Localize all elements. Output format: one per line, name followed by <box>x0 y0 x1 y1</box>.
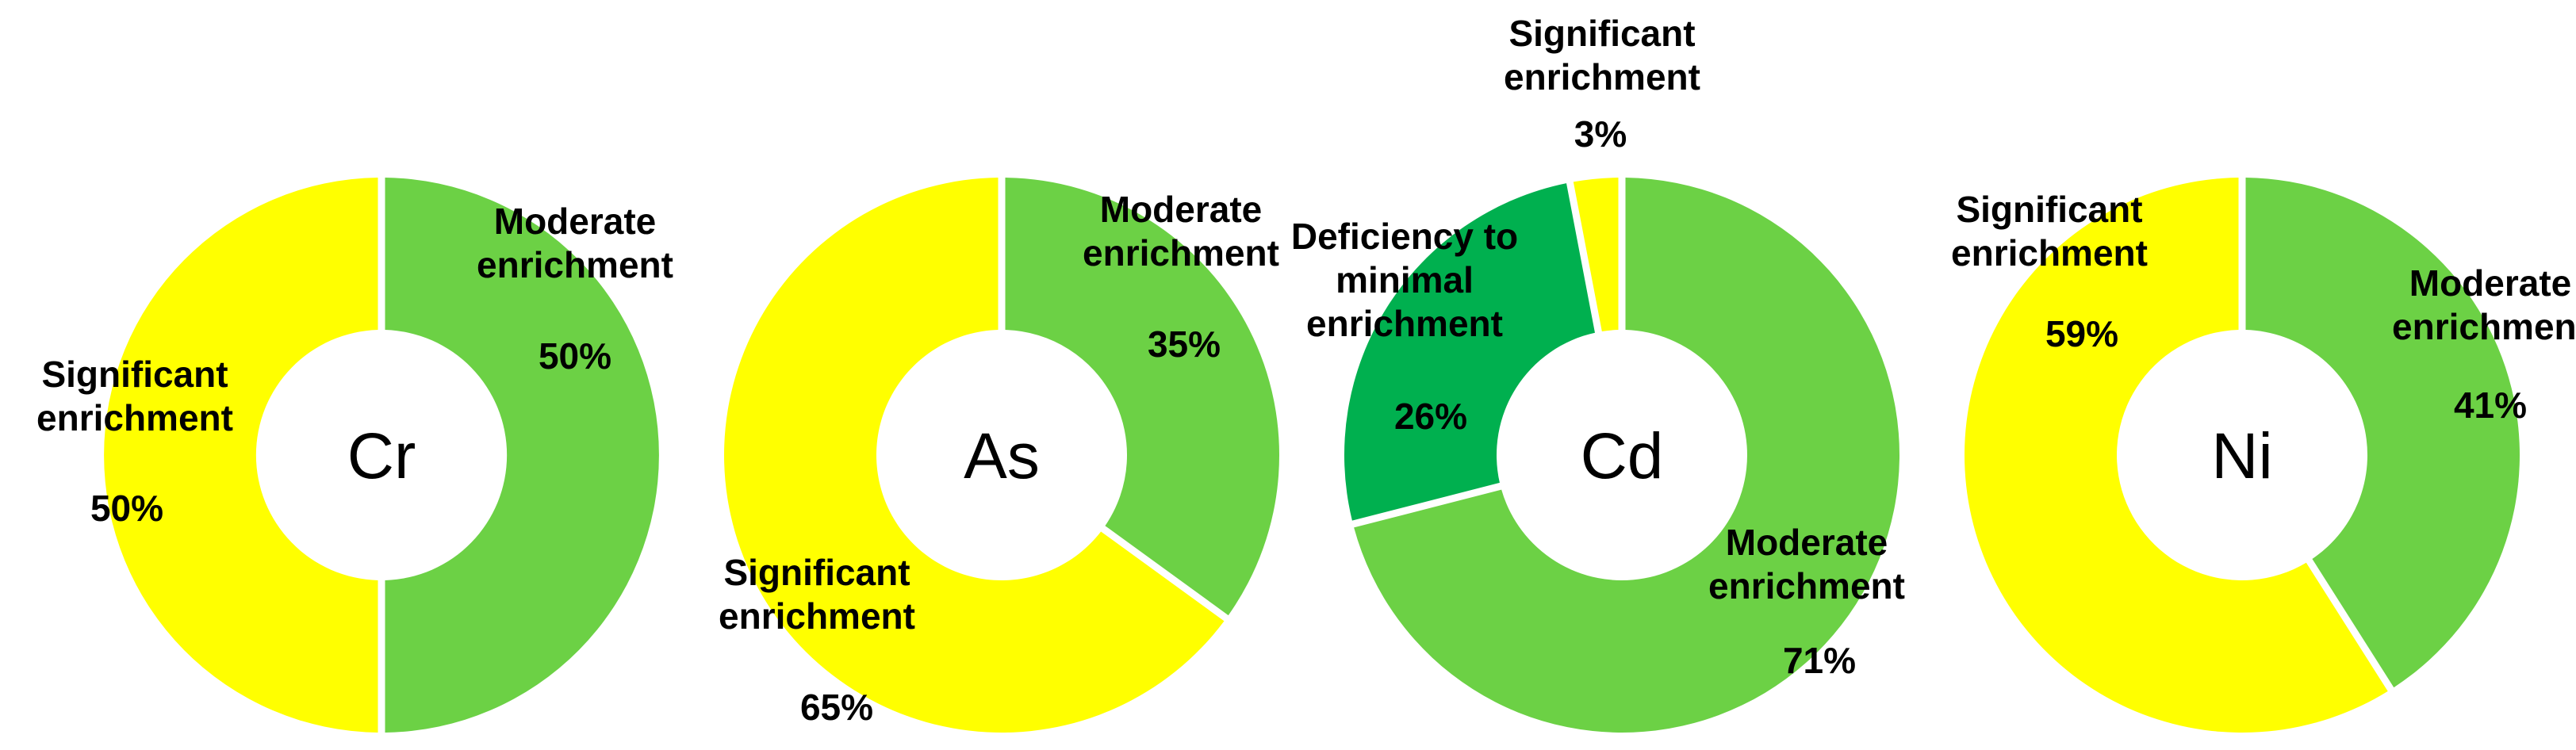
donut-center-label: Cd <box>1581 420 1664 492</box>
slice-label: enrichment <box>36 397 233 438</box>
slice-label: enrichment <box>2392 306 2576 347</box>
slice-percent-label: 59% <box>2045 313 2118 354</box>
slice-percent-label: 50% <box>539 335 611 377</box>
donut-slice <box>1354 178 1899 733</box>
donut-slice <box>2245 178 2520 688</box>
slice-label: Moderate <box>2409 262 2571 304</box>
donut-slice <box>385 178 659 733</box>
donut-as: AsModerateenrichment35%Significantenrich… <box>719 178 1280 733</box>
slice-percent-label: 3% <box>1574 113 1627 155</box>
slice-label: Significant <box>723 552 910 593</box>
slice-label: Moderate <box>1100 189 1262 230</box>
slice-label: enrichment <box>477 244 673 285</box>
donut-cr: CrModerateenrichment50%Significantenrich… <box>36 178 673 733</box>
donut-slice <box>1573 178 1619 332</box>
slice-percent-label: 35% <box>1148 323 1221 365</box>
slice-label: Moderate <box>494 201 656 242</box>
donut-slice <box>104 178 378 733</box>
donut-slice <box>724 178 1225 733</box>
slice-percent-label: 26% <box>1394 396 1467 437</box>
slice-label: Significant <box>1956 189 2142 230</box>
slice-label: Moderate <box>1726 522 1888 563</box>
slice-label: enrichment <box>1708 565 1905 607</box>
slice-percent-label: 65% <box>800 687 873 728</box>
slice-label: enrichment <box>1951 232 2148 274</box>
donut-slice <box>1964 178 2388 733</box>
slice-label: Significant <box>41 354 228 395</box>
slice-label: enrichment <box>719 595 915 637</box>
donut-center-label: Ni <box>2211 420 2272 492</box>
slice-label: enrichment <box>1083 232 1279 274</box>
donut-center-label: As <box>964 420 1040 492</box>
donut-center-label: Cr <box>347 420 416 492</box>
slice-percent-label: 50% <box>90 488 163 529</box>
slice-label: minimal <box>1336 259 1474 300</box>
slice-label: Significant <box>1508 13 1695 54</box>
donut-slice <box>1005 178 1280 616</box>
donut-ni: NiModerateenrichment41%Significantenrich… <box>1951 178 2576 733</box>
slice-label: enrichment <box>1504 56 1700 98</box>
slice-label: enrichment <box>1306 303 1503 344</box>
slice-percent-label: 41% <box>2454 385 2527 426</box>
slice-percent-label: 71% <box>1783 640 1856 681</box>
donut-slice <box>1344 183 1595 521</box>
slice-label: Deficiency to <box>1291 216 1518 257</box>
